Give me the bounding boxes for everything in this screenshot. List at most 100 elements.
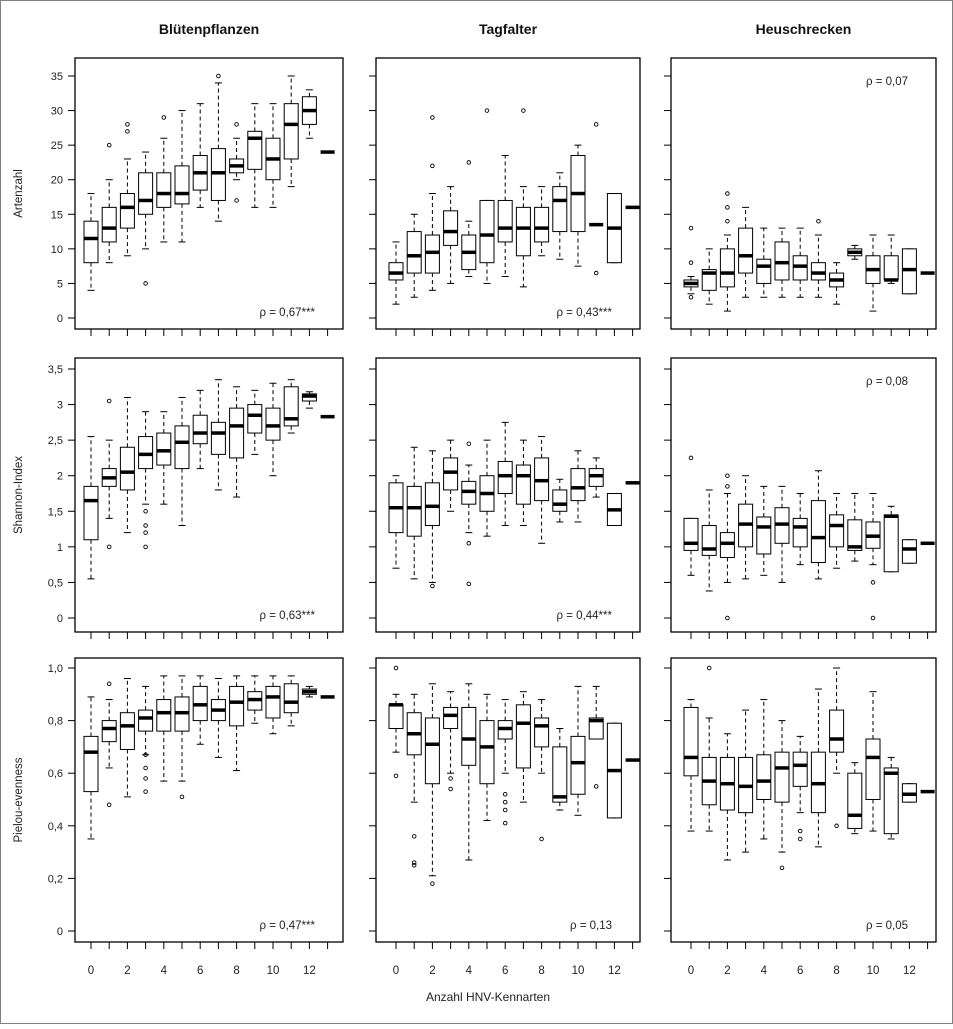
y-tick-label: 0,6 [48,768,63,780]
panel: ρ = 0,43*** [369,57,641,336]
x-tick-label: 10 [867,965,880,977]
box-12 [901,248,917,295]
outlier-point [521,108,526,113]
box-body [534,206,550,243]
box-7 [515,691,531,803]
box-body [192,414,208,445]
box-body [570,468,586,502]
box-body [847,519,863,551]
box-6 [792,227,808,298]
box-body [792,751,808,787]
outlier-point [779,865,785,871]
x-tick-label: 0 [88,965,94,977]
y-tick-label: 0,5 [48,577,63,589]
box-7 [810,688,826,848]
box-9 [247,103,263,208]
panels: Blütenpflanzen Tagfalter Heuschrecken05101… [13,21,937,977]
y-axis-label: Shannon-Index [13,456,25,534]
box-9 [847,762,863,835]
box-body [461,706,477,766]
x-tick-label: 0 [393,965,399,977]
box-8 [534,436,550,544]
box-body [443,457,459,491]
box-11 [588,457,604,498]
box-2 [119,396,135,534]
outlier-point [143,281,148,286]
box-body [552,186,568,233]
box-1 [701,489,717,592]
box-body [210,421,226,455]
y-tick-label: 15 [51,209,63,221]
rho-annotation: ρ = 0,63*** [260,610,316,622]
box-body [101,206,117,243]
outlier-point [706,665,712,671]
box-body [683,517,699,551]
outlier-point [466,581,472,587]
y-tick-label: 0,2 [48,873,63,885]
box-body [719,248,735,288]
box-12 [606,193,622,264]
box-3 [443,186,459,284]
panel-frame [670,657,937,943]
box-12 [901,539,917,564]
panel-frame [375,357,641,633]
outlier-point [466,160,472,165]
box-10 [570,450,586,523]
box-7 [515,108,531,288]
box-8 [229,675,245,772]
outlier-point [870,580,876,585]
box-11 [283,675,299,727]
y-tick-label: 5 [57,278,63,290]
box-6 [792,735,808,842]
box-0 [388,475,404,569]
outlier-point [216,73,221,79]
y-tick-label: 20 [51,175,63,187]
outlier-point [411,863,417,868]
outlier-point [466,541,472,546]
box-2 [719,473,735,621]
box-2 [424,450,440,589]
y-axis-label: Pielou-evenness [13,757,25,842]
box-7 [210,73,226,222]
box-6 [497,699,513,826]
box-body [515,704,531,769]
box-body [497,199,513,243]
box-9 [552,727,568,811]
box-body [443,210,459,246]
box-1 [101,398,117,550]
box-5 [774,720,790,871]
outlier-point [688,455,694,461]
box-body [283,683,299,714]
x-tick-label: 6 [197,965,203,977]
outlier-point [106,398,112,404]
box-body [701,525,717,556]
panel: 0 2 4 6 8 10 12 ρ = 0,05 [664,657,937,977]
outlier-point [502,799,508,805]
x-tick-label: 10 [572,965,585,977]
outlier-point [234,198,239,203]
outlier-point [143,752,148,758]
box-6 [792,493,808,566]
box-body [829,514,845,548]
box-body [119,193,135,229]
box-5 [479,108,495,284]
box-body [865,738,881,801]
box-1 [406,213,422,298]
x-tick-label: 10 [267,965,280,977]
x-tick-label: 2 [429,965,435,977]
box-11 [883,756,899,840]
box-12 [301,391,317,409]
box-body [156,699,172,732]
box-body [756,754,772,800]
box-5 [174,110,190,243]
box-6 [497,421,513,527]
outlier-point [411,860,417,865]
box-body [138,172,154,215]
box-body [883,514,899,573]
rho-annotation: ρ = 0,05 [866,920,908,932]
outlier-point [725,205,730,210]
box-11 [883,505,899,573]
outlier-point [106,142,112,148]
y-tick-label: 3,5 [48,364,63,376]
box-9 [247,389,263,455]
